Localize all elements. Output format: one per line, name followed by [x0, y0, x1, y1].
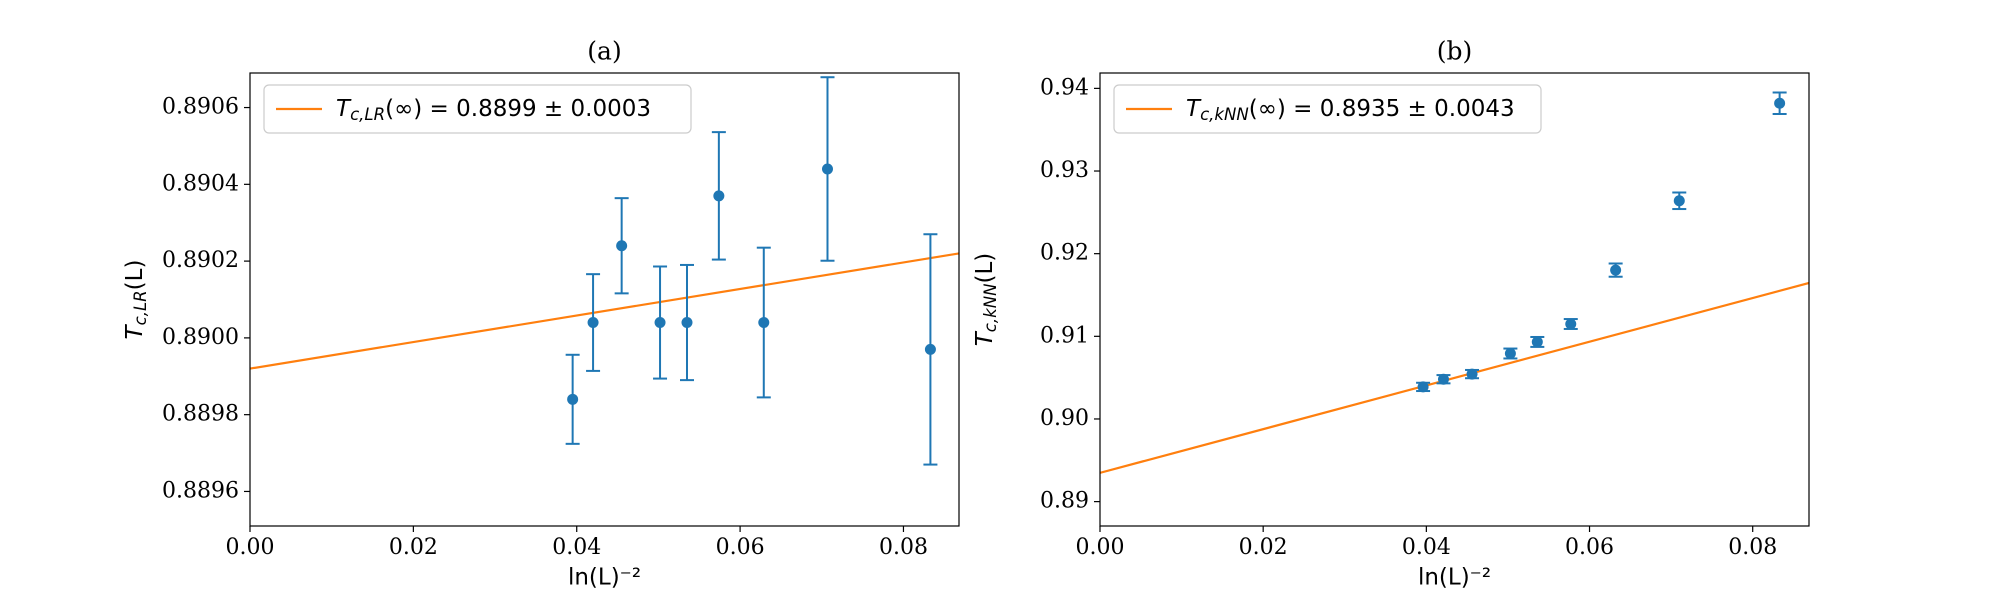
y-tick-label: 0.8900 — [162, 325, 239, 350]
data-point — [1610, 264, 1622, 276]
x-tick-label: 0.08 — [879, 535, 928, 560]
y-tick-label: 0.8896 — [162, 478, 239, 503]
y-tick-label: 0.93 — [1040, 158, 1089, 183]
subplot: (b) 0.00 0.02 0.04 0.06 0.08 0.89 0.90 0.91 0.92 0… — [972, 37, 1810, 591]
y-tick-label: 0.94 — [1040, 75, 1089, 100]
legend-label: Tc,LR(∞) = 0.8899 ± 0.0003 — [336, 96, 651, 124]
data-point — [1417, 381, 1429, 393]
data-point — [616, 240, 628, 252]
y-tick-label: 0.8902 — [162, 248, 239, 273]
x-tick-label: 0.02 — [1239, 535, 1288, 560]
x-tick-label: 0.04 — [1402, 535, 1451, 560]
y-tick-label: 0.92 — [1040, 241, 1089, 266]
x-tick-label: 0.06 — [716, 535, 765, 560]
legend-box — [1113, 84, 1542, 134]
y-axis-label: Tc,kNN(L) — [972, 253, 1000, 347]
x-tick-label: 0.00 — [226, 535, 275, 560]
x-tick-label: 0.08 — [1728, 535, 1777, 560]
legend-label: Tc,kNN(∞) = 0.8935 ± 0.0043 — [1186, 96, 1515, 124]
y-axis-label: Tc,LR(L) — [122, 260, 150, 340]
data-point — [924, 343, 936, 355]
data-point — [758, 317, 770, 329]
data-point — [567, 393, 579, 405]
data-point — [1531, 336, 1543, 348]
y-tick-label: 0.90 — [1040, 406, 1089, 431]
y-tick-label: 0.8906 — [162, 95, 239, 120]
fit-line — [1100, 281, 1809, 474]
data-point — [1565, 318, 1577, 330]
axes-frame — [249, 72, 960, 527]
data-point — [821, 163, 833, 175]
data-point — [1673, 195, 1685, 207]
x-tick-label: 0.06 — [1565, 535, 1614, 560]
y-tick-label: 0.8898 — [162, 402, 239, 427]
axes-frame — [1099, 72, 1810, 527]
subplot-title: (a) — [587, 37, 621, 66]
data-point — [1774, 97, 1786, 109]
subplot: (a) 0.00 0.02 0.04 0.06 0.08 0.8896 0.8898 0.890… — [122, 37, 960, 591]
data-point — [587, 317, 599, 329]
x-tick-label: 0.00 — [1076, 535, 1125, 560]
subplot-title: (b) — [1437, 37, 1473, 66]
data-point — [1504, 348, 1516, 360]
data-point — [1437, 373, 1449, 385]
legend-box — [263, 84, 692, 134]
y-tick-label: 0.89 — [1040, 489, 1089, 514]
y-tick-label: 0.8904 — [162, 171, 239, 196]
x-tick-label: 0.04 — [552, 535, 601, 560]
x-axis-label: ln(L)⁻² — [568, 565, 641, 591]
fit-line — [250, 252, 959, 370]
y-tick-label: 0.91 — [1040, 323, 1089, 348]
data-point — [1466, 368, 1478, 380]
data-point — [654, 317, 666, 329]
data-point — [681, 317, 693, 329]
plot-area — [250, 76, 959, 466]
x-tick-label: 0.02 — [389, 535, 438, 560]
plot-area — [1100, 91, 1809, 474]
data-point — [713, 190, 725, 202]
x-axis-label: ln(L)⁻² — [1418, 565, 1491, 591]
